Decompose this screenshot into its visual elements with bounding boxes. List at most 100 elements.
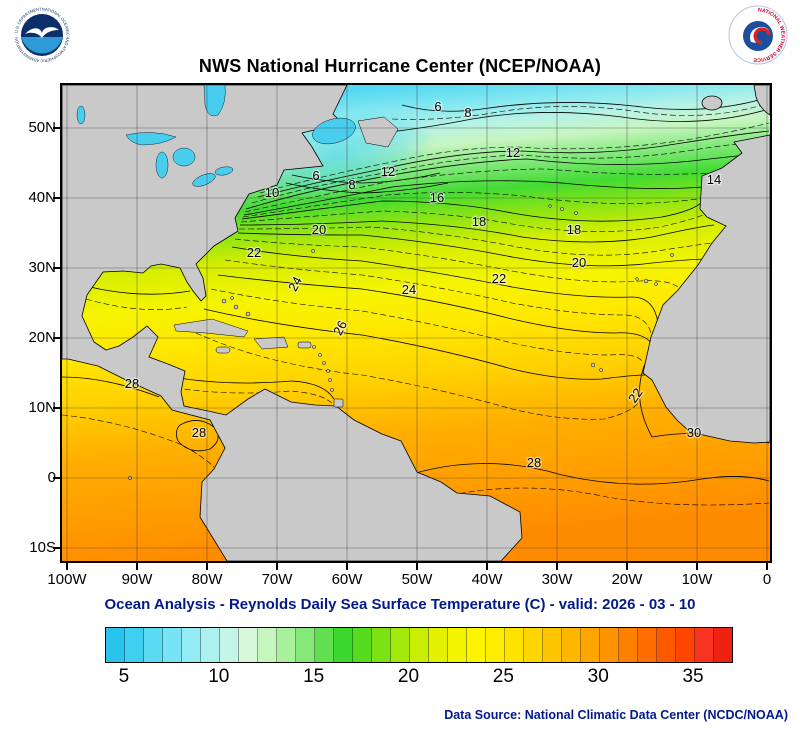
colorbar-segment (315, 628, 334, 662)
colorbar-segment (391, 628, 410, 662)
lon-axis-tick (206, 563, 208, 570)
lon-axis-label: 30W (541, 571, 573, 588)
lon-axis-tick (626, 563, 628, 570)
colorbar-tick-label: 30 (587, 666, 609, 687)
colorbar-segment (676, 628, 695, 662)
island-newfoundland (357, 116, 399, 148)
isotherm-value-label: 22 (247, 245, 261, 260)
lon-axis-tick (66, 563, 68, 570)
isotherm-line (176, 420, 219, 452)
isotherm-value-label: 28 (125, 376, 139, 391)
colorbar-segment (125, 628, 144, 662)
lat-axis-tick (53, 197, 60, 199)
colorbar-segment (486, 628, 505, 662)
island-chain-azores (548, 204, 578, 215)
lon-axis-tick (696, 563, 698, 570)
lake-winnipeg (76, 105, 86, 125)
lon-axis-tick (136, 563, 138, 570)
lat-axis-tick (53, 547, 60, 549)
isotherm-value-label: 20 (312, 222, 326, 237)
colorbar-segment (714, 628, 732, 662)
island-madeira (670, 253, 674, 257)
isotherm-line-dashed (62, 414, 215, 468)
isotherm-line (239, 220, 715, 243)
isotherm-line-dashed (85, 298, 188, 310)
lon-axis-label: 90W (121, 571, 153, 588)
isotherm-value-label: 24 (402, 282, 416, 297)
lat-axis-label: 40N (28, 189, 56, 206)
island-chain-canaries (635, 277, 658, 286)
isotherm-value-label: 16 (430, 190, 444, 205)
island-jamaica (215, 346, 231, 354)
isotherm-line-dashed (242, 188, 743, 218)
isotherm-line (401, 463, 770, 485)
great-lakes (76, 85, 356, 187)
colorbar-segment (524, 628, 543, 662)
island-bermuda (311, 249, 315, 253)
sst-map: 6 812141068121618182020222224242622282828… (62, 85, 770, 561)
lon-axis-label: 50W (401, 571, 433, 588)
isotherm-line (89, 286, 191, 295)
isotherm-line-dashed (238, 226, 713, 256)
nws-globe (743, 21, 773, 51)
isotherm-value-label: 18 (567, 222, 581, 237)
colorbar-segment (201, 628, 220, 662)
nws-logo: NATIONAL WEATHER SERVICE (728, 5, 788, 65)
lon-axis-label: 70W (261, 571, 293, 588)
isotherm-line (245, 152, 770, 210)
lat-axis-tick (53, 407, 60, 409)
noaa-sea (21, 37, 63, 54)
colorbar-segment (353, 628, 372, 662)
isotherm-line-dashed (259, 122, 770, 194)
lon-axis-label: 20W (611, 571, 643, 588)
noaa-gull-icon (25, 27, 59, 38)
island-trinidad (333, 398, 344, 408)
colorbar (105, 627, 733, 663)
colorbar-segment (220, 628, 239, 662)
colorbar-segment (410, 628, 429, 662)
isotherm-value-label: 6 (312, 168, 319, 183)
colorbar-tick-label: 5 (118, 666, 130, 687)
lake-superior (125, 132, 177, 146)
island-puerto-rico (297, 341, 312, 349)
lake-erie (192, 173, 216, 187)
lat-axis-label: 0 (47, 469, 56, 486)
colorbar-segment (144, 628, 163, 662)
noaa-logo: NATIONAL OCEANIC AND ATMOSPHERIC ADMINIS… (10, 1, 72, 65)
isotherm-value-label: 20 (572, 255, 586, 270)
isotherm-value-label: 28 (192, 425, 206, 440)
isotherm-value-label: 8 (348, 177, 355, 192)
grid-lines (62, 85, 770, 561)
lat-axis-tick (53, 267, 60, 269)
island-chain-cape-verde (590, 362, 603, 372)
lon-axis-tick (486, 563, 488, 570)
isotherm-line-dashed (224, 259, 653, 338)
isotherm-value-label: 18 (472, 214, 486, 229)
nws-emblem: NATIONAL WEATHER SERVICE (728, 5, 788, 65)
lon-axis-tick (276, 563, 278, 570)
colorbar-segment (562, 628, 581, 662)
colorbar-segment (600, 628, 619, 662)
isotherm-line (161, 374, 335, 400)
isotherm-line-dashed (251, 140, 770, 204)
lon-axis-label: 10W (681, 571, 713, 588)
isotherm-line (62, 376, 160, 398)
isotherm-value-label: 30 (687, 425, 701, 440)
colorbar-segment (296, 628, 315, 662)
colorbar-segment (334, 628, 353, 662)
lon-axis-label: 100W (47, 571, 87, 588)
isotherm-line-dashed (391, 102, 770, 120)
contour-labels: 6 812141068121618182020222224242622282828… (124, 98, 723, 472)
map-caption: Ocean Analysis - Reynolds Daily Sea Surf… (104, 596, 696, 613)
isotherm-line (381, 108, 770, 134)
lat-axis-label: 10S (29, 539, 56, 556)
isotherm-line-dashed (210, 288, 643, 362)
isotherm-line (217, 274, 655, 348)
colorbar-segment (277, 628, 296, 662)
island-hispaniola (253, 336, 289, 350)
lat-axis-label: 50N (28, 119, 56, 136)
gulf-of-st-lawrence (312, 117, 356, 145)
colorbar-segment (581, 628, 600, 662)
colorbar-segment (239, 628, 258, 662)
colorbar-tick-label: 25 (492, 666, 514, 687)
